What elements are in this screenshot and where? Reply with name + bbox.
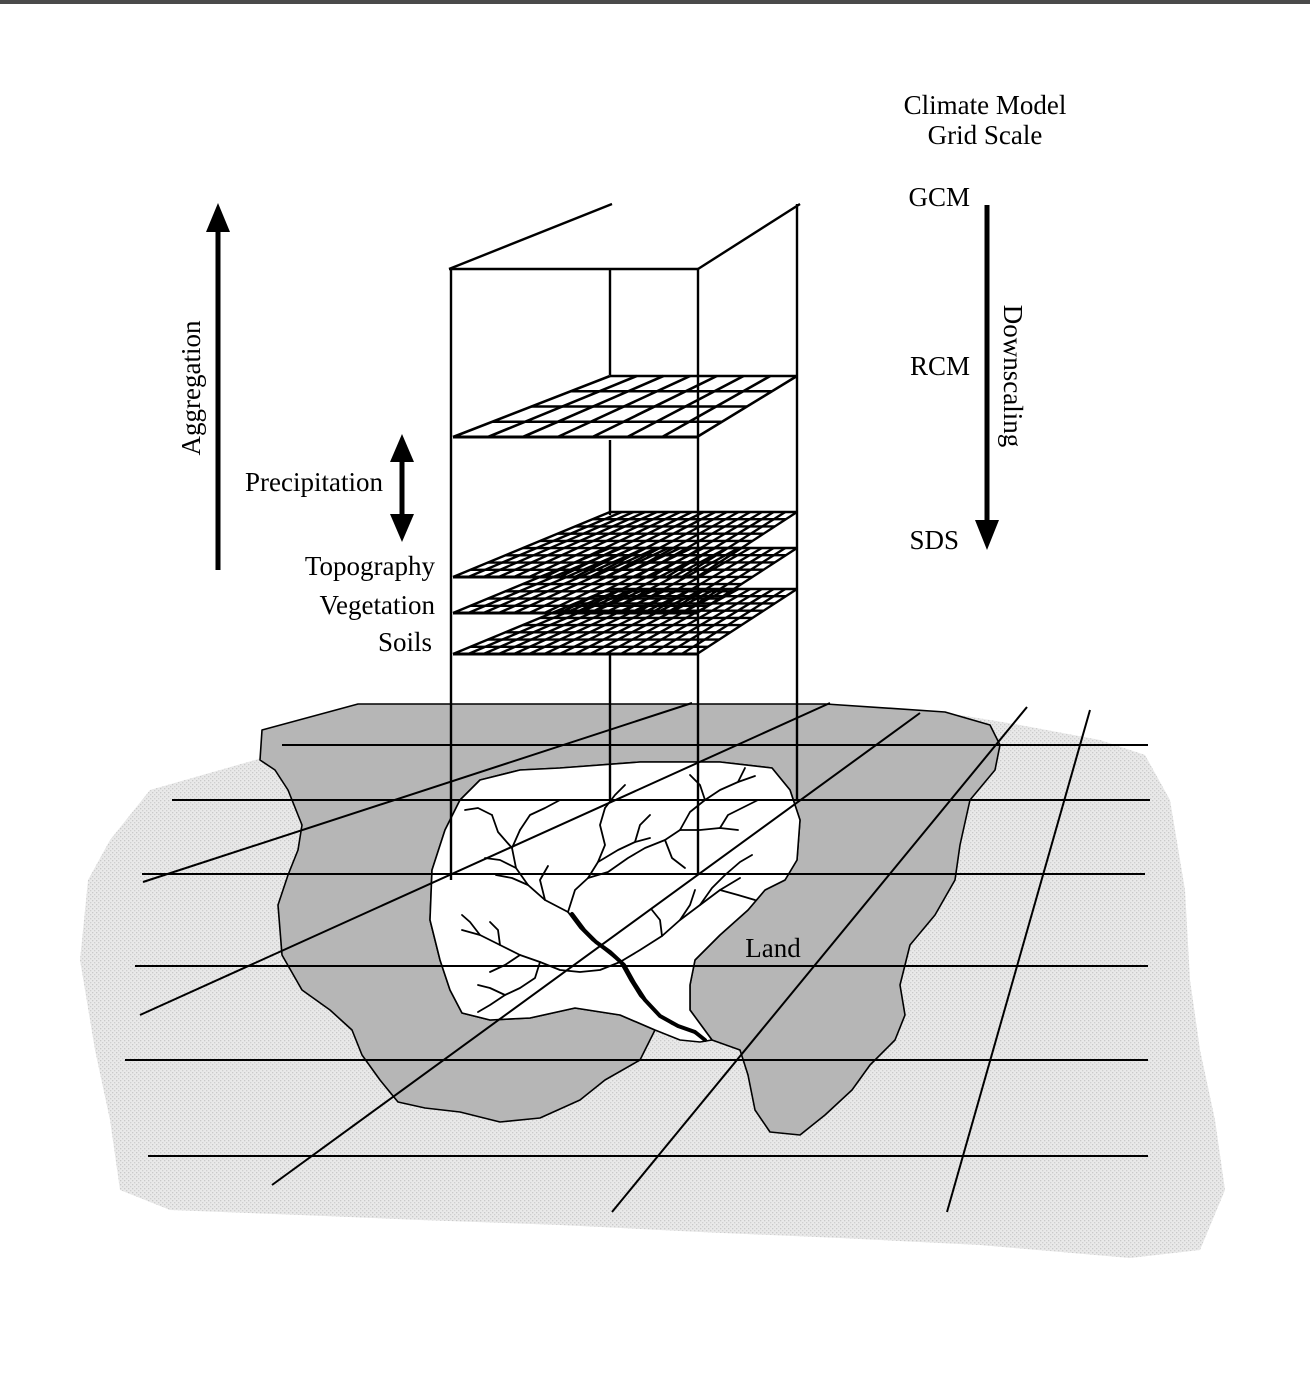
river-network [461, 767, 759, 1042]
precipitation-label: Precipitation [245, 467, 383, 497]
sds-label: SDS [909, 525, 959, 555]
grid-layer-soils [452, 587, 798, 656]
vegetation-label: Vegetation [320, 590, 436, 620]
downscaling-label: Downscaling [998, 305, 1028, 447]
gcm-label: GCM [908, 182, 970, 212]
map-grid [125, 702, 1150, 1213]
watershed [429, 761, 801, 1043]
soils-label: Soils [378, 627, 432, 657]
aggregation-label: Aggregation [176, 320, 206, 455]
grid-column-frame [448, 202, 801, 880]
rcm-label: RCM [910, 351, 970, 381]
topography-label: Topography [305, 551, 436, 581]
downscaling-arrow [975, 205, 999, 550]
grid-scale-title-line2: Grid Scale [928, 120, 1043, 150]
precipitation-double-arrow [390, 434, 414, 542]
aggregation-arrow [206, 203, 230, 570]
top-border [0, 0, 1310, 4]
grid-scale-title-line1: Climate Model [904, 90, 1067, 120]
grid-layer-rcm [452, 374, 798, 439]
land-label: Land [745, 933, 801, 963]
